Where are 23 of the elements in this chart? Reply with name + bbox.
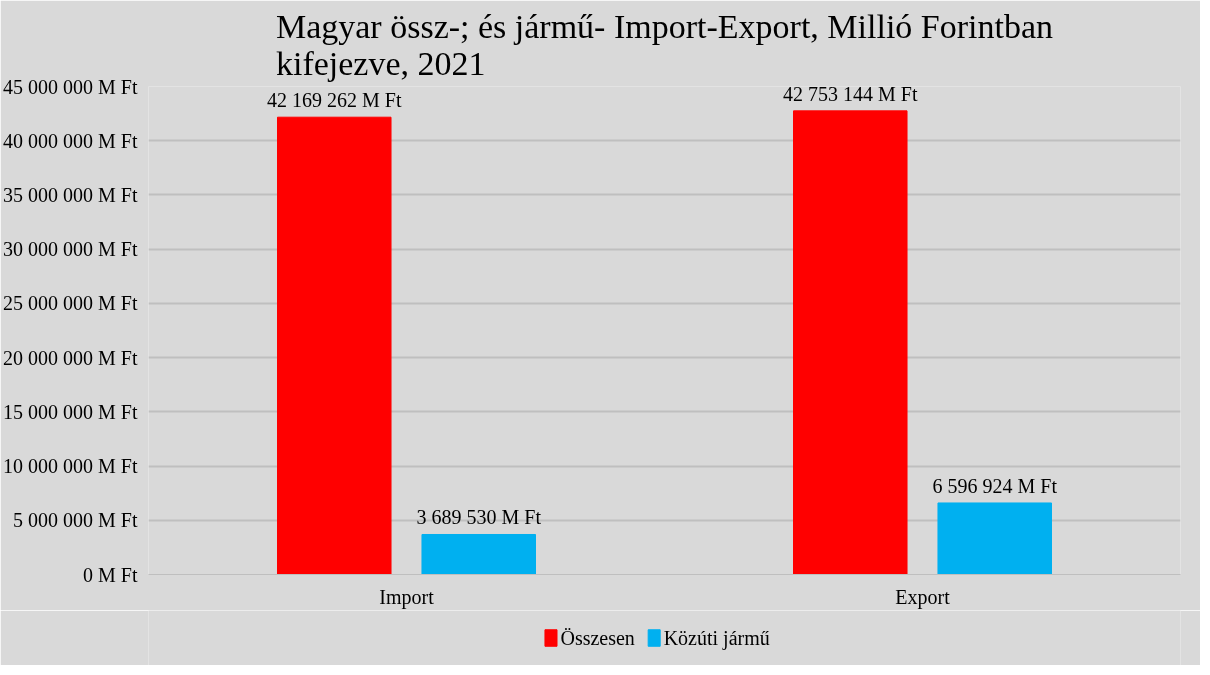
y-tick-label: 40 000 000 M Ft <box>3 129 138 152</box>
x-tick-label: Export <box>895 585 951 609</box>
bar <box>793 110 908 575</box>
bar <box>937 502 1052 575</box>
data-label: 3 689 530 M Ft <box>416 506 542 529</box>
y-tick-label: 15 000 000 M Ft <box>3 400 138 423</box>
legend-label: Közúti jármű <box>663 627 770 650</box>
chart-title: Magyar össz-; és jármű- Import-Export, Millió Forintban kifejezve, 2021 <box>275 7 1054 82</box>
y-tick-label: 35 000 000 M Ft <box>3 183 138 206</box>
y-tick-label: 25 000 000 M Ft <box>3 292 138 315</box>
y-tick-label: 45 000 000 M Ft <box>3 75 138 98</box>
data-label: 6 596 924 M Ft <box>932 474 1058 497</box>
data-label: 42 753 144 M Ft <box>783 82 918 105</box>
legend-label: Összesen <box>560 627 635 649</box>
x-tick-label: Import <box>379 585 435 609</box>
y-tick-label: 20 000 000 M Ft <box>3 346 138 369</box>
bar <box>277 116 392 575</box>
data-label: 42 169 262 M Ft <box>267 89 402 112</box>
y-tick-label: 30 000 000 M Ft <box>3 238 138 261</box>
y-tick-label: 5 000 000 M Ft <box>13 509 138 532</box>
bar <box>421 533 536 575</box>
y-tick-label: 10 000 000 M Ft <box>3 455 138 478</box>
y-tick-label: 0 M Ft <box>83 563 138 586</box>
